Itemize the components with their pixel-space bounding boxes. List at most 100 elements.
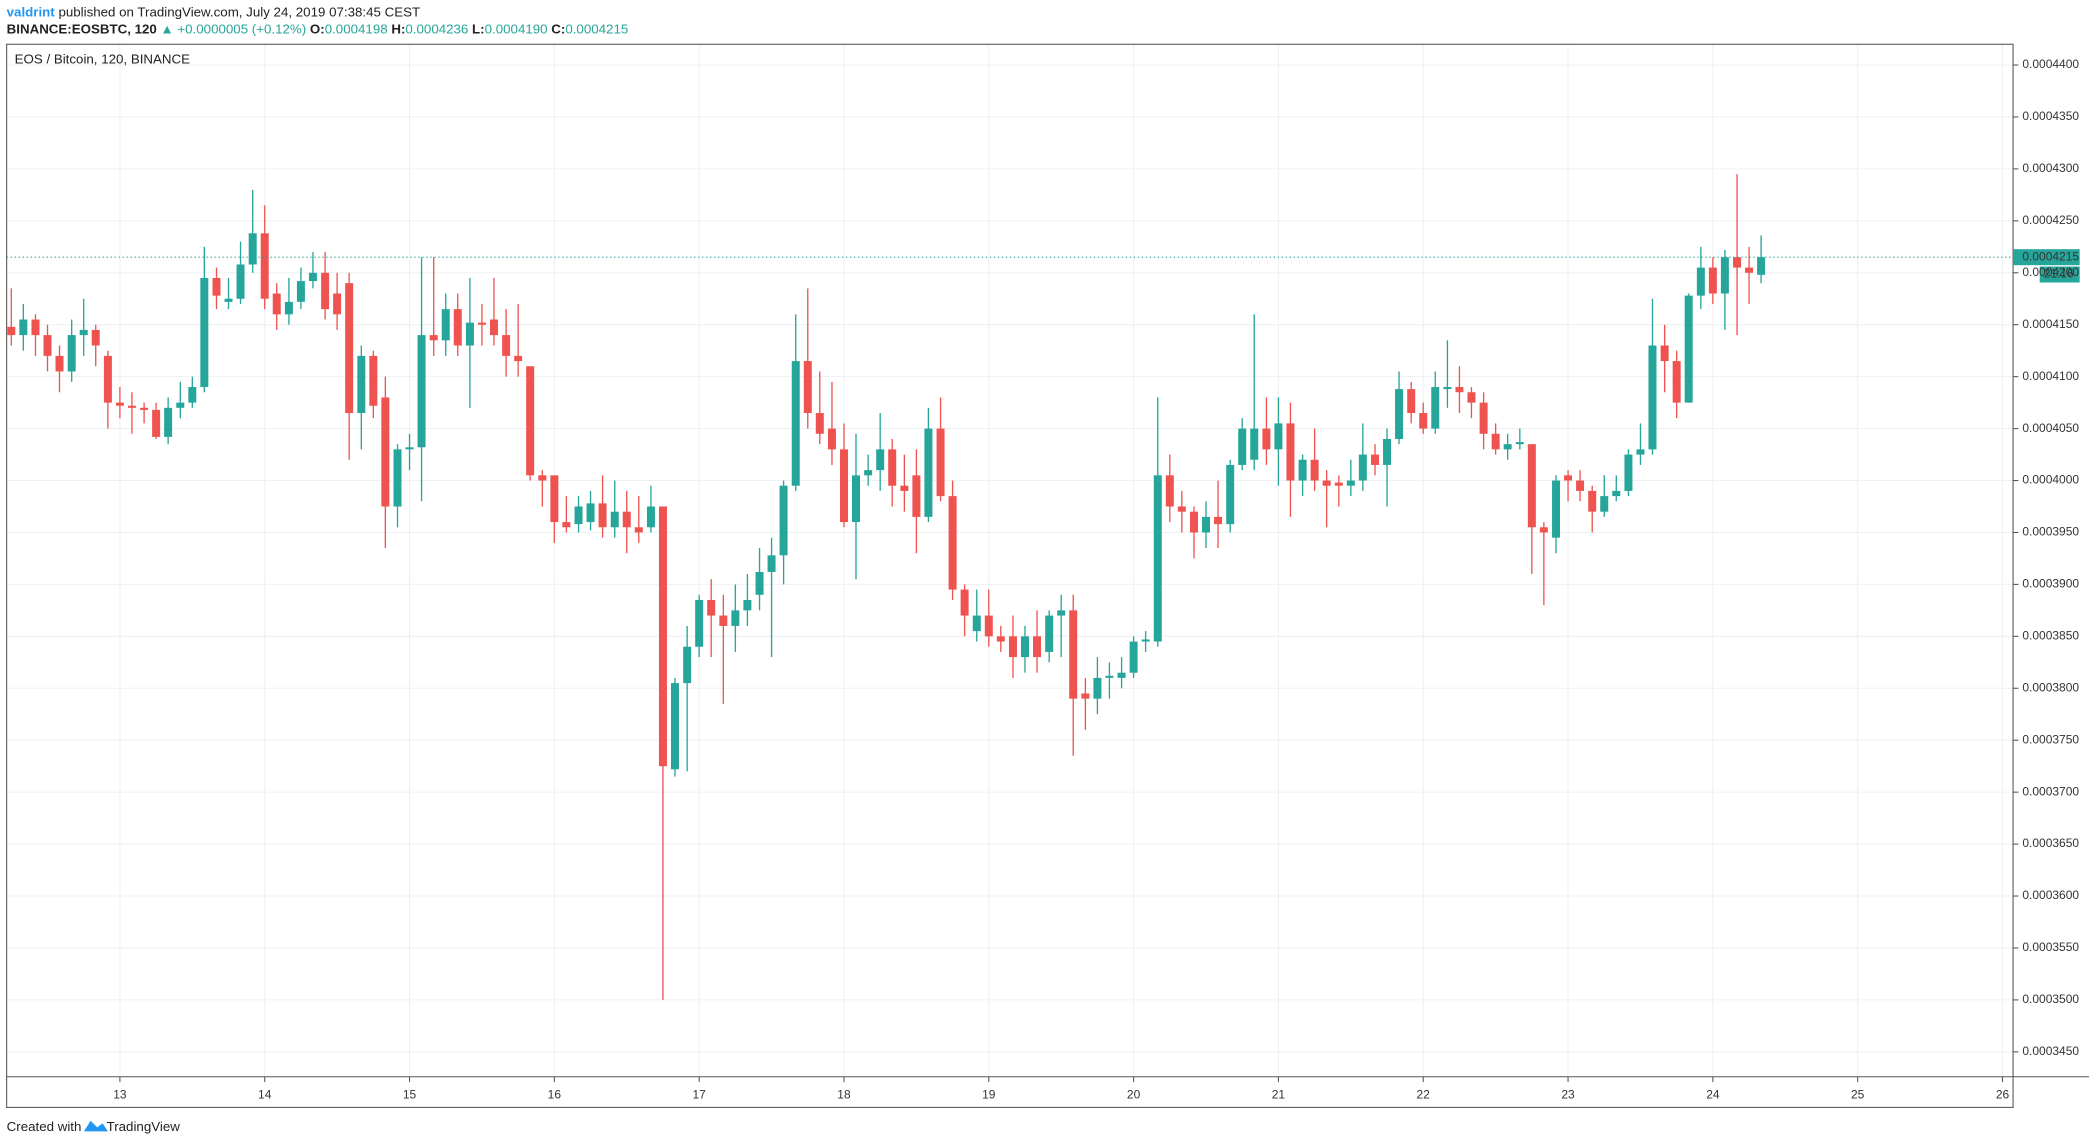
candle-body (477, 322, 486, 325)
candle-body (381, 397, 390, 507)
countdown-box (2039, 266, 2080, 283)
candle-body (1745, 267, 1754, 273)
candle-body (1612, 490, 1621, 497)
candle-body (1431, 387, 1440, 429)
candle-body (767, 555, 776, 572)
y-tick-label: 0.0004200 (2022, 265, 2079, 279)
candle-body (1419, 413, 1428, 429)
candle-body (321, 272, 330, 310)
candle-body (140, 407, 149, 410)
candle-body (164, 407, 173, 437)
candle-body (851, 475, 860, 523)
candle-body (960, 589, 969, 616)
candle-body (1552, 480, 1561, 538)
candle-body (55, 355, 64, 372)
candle-body (357, 355, 366, 414)
plot-frame (6, 43, 2014, 1108)
candle-body (1262, 428, 1271, 450)
x-tick-label: 21 (1272, 1088, 1286, 1102)
candle-body (176, 402, 185, 408)
y-tick-label: 0.0003650 (2022, 836, 2079, 850)
candle-body (996, 636, 1005, 642)
candle-body (526, 366, 535, 476)
candle-body (1624, 454, 1633, 491)
candle-body (1250, 428, 1259, 460)
candle-body (1407, 389, 1416, 414)
candle-body (1117, 672, 1126, 678)
candle-body (127, 405, 136, 408)
last-price-label: 0.0004215 (2022, 249, 2079, 263)
candle-body (827, 428, 836, 450)
ohlc-value: 0.0004190 (485, 21, 548, 36)
candle-body (1141, 639, 1150, 642)
change: ▲ +0.0000005 (+0.12%) (161, 21, 307, 36)
y-tick-label: 0.0004250 (2022, 213, 2079, 227)
candle-body (1696, 267, 1705, 296)
candle-body (1310, 459, 1319, 481)
y-tick-label: 0.0003900 (2022, 577, 2079, 591)
candle-body (1467, 392, 1476, 403)
candle-body (79, 329, 88, 336)
candle-body (393, 449, 402, 507)
candle-body (803, 361, 812, 414)
candle-body (1636, 449, 1645, 455)
candle-body (1202, 516, 1211, 533)
candle-body (1503, 444, 1512, 450)
candle-body (429, 335, 438, 341)
x-tick-label: 22 (1417, 1088, 1431, 1102)
candle-body (731, 610, 740, 626)
candle-body (839, 449, 848, 523)
candle-body (646, 506, 655, 528)
candle-body (1491, 433, 1500, 450)
candle-body (1383, 438, 1392, 465)
candle-body (91, 329, 100, 346)
candle-body (514, 355, 523, 362)
candle-body (610, 511, 619, 528)
x-tick-label: 13 (113, 1088, 127, 1102)
candle-body (1093, 677, 1102, 699)
candle-body (1322, 480, 1331, 486)
candle-body (1455, 387, 1464, 393)
candle-body (1298, 459, 1307, 481)
y-tick-label: 0.0003950 (2022, 525, 2079, 539)
candle-body (1648, 345, 1657, 450)
author[interactable]: valdrint (7, 4, 56, 19)
ohlc-value: 0.0004198 (325, 21, 388, 36)
candle-body (779, 485, 788, 556)
candle-body (43, 335, 52, 356)
y-tick-label: 0.0003850 (2022, 629, 2079, 643)
candle-body (538, 475, 547, 481)
candle-body (260, 233, 269, 299)
candle-body (1576, 480, 1585, 491)
candle-body (1564, 475, 1573, 481)
candle-body (622, 511, 631, 528)
candle-body (1189, 511, 1198, 533)
candle-body (308, 272, 317, 282)
candle-body (598, 503, 607, 528)
candle-body (864, 470, 873, 476)
candle-body (900, 485, 909, 491)
candle-body (1033, 636, 1042, 658)
candle-body (152, 409, 161, 437)
candle-body (1708, 267, 1717, 294)
x-tick-label: 14 (258, 1088, 272, 1102)
symbol: BINANCE:EOSBTC, 120 (7, 21, 157, 36)
candle-body (1588, 490, 1597, 512)
footer-brand[interactable]: TradingView (107, 1119, 181, 1134)
y-tick-label: 0.0004150 (2022, 317, 2079, 331)
candle-body (1443, 387, 1452, 390)
candle-body (743, 599, 752, 611)
candle-body (248, 233, 257, 265)
candle-body (369, 355, 378, 406)
candle-body (912, 475, 921, 517)
candle-body (1129, 641, 1138, 673)
candle-body (1358, 454, 1367, 481)
x-tick-label: 17 (692, 1088, 706, 1102)
candle-body (1684, 295, 1693, 403)
candle-body (936, 428, 945, 497)
candle-body (876, 449, 885, 471)
x-tick-label: 15 (403, 1088, 417, 1102)
candle-body (1720, 257, 1729, 294)
x-tick-label: 25 (1851, 1088, 1865, 1102)
